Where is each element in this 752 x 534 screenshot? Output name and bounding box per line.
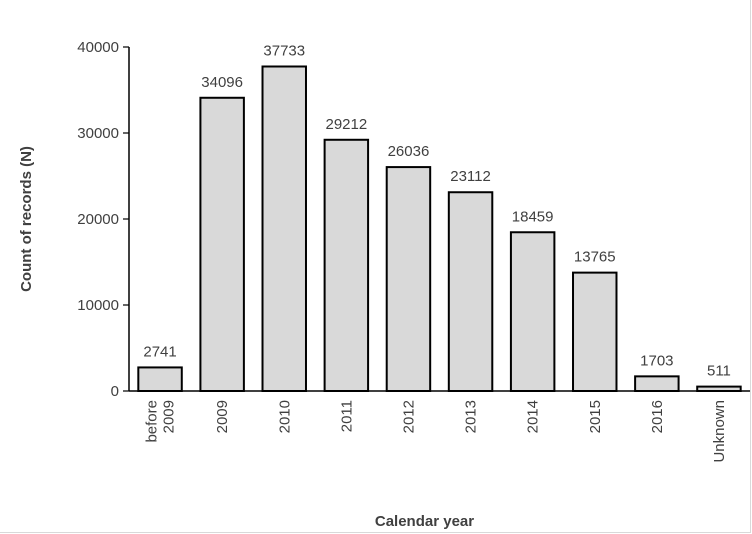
data-label: 29212 bbox=[325, 116, 367, 133]
x-tick-label: Unknown bbox=[711, 400, 728, 463]
x-tick-label: 2013 bbox=[463, 400, 480, 433]
bar bbox=[199, 96, 245, 392]
x-tick-label: 2011 bbox=[338, 400, 355, 432]
x-tick-label: 2010 bbox=[276, 400, 293, 433]
y-tick-label: 0 bbox=[111, 383, 119, 400]
bar bbox=[385, 166, 432, 392]
x-tick-labels: before 2009 2009 2010 2011 2012 2013 2014 2015 20… bbox=[144, 400, 728, 463]
x-tick-label: 2014 bbox=[525, 400, 542, 433]
bar bbox=[447, 191, 494, 392]
data-label: 511 bbox=[707, 363, 731, 380]
x-tick-label: 2015 bbox=[587, 400, 604, 433]
data-label: 13765 bbox=[574, 249, 616, 266]
bar bbox=[634, 375, 680, 392]
x-tick-label: 2009 bbox=[161, 400, 178, 433]
data-label: 34096 bbox=[201, 74, 243, 91]
y-tick-label: 20000 bbox=[77, 211, 119, 228]
bar bbox=[572, 271, 618, 392]
bar bbox=[509, 231, 556, 392]
data-label: 18459 bbox=[512, 208, 554, 225]
data-label: 2741 bbox=[143, 343, 176, 360]
data-label: 26036 bbox=[388, 143, 430, 160]
data-labels: 2741 34096 37733 29212 26036 23112 18459 13765 1… bbox=[143, 42, 731, 379]
x-tick-label: 2012 bbox=[400, 400, 417, 433]
x-tick-label: before bbox=[144, 400, 161, 443]
x-tick-label: 2016 bbox=[649, 400, 666, 433]
x-axis-title: Calendar year bbox=[375, 513, 474, 530]
bar bbox=[261, 65, 307, 393]
y-tick-label: 30000 bbox=[77, 125, 119, 142]
data-label: 23112 bbox=[450, 168, 491, 185]
y-axis-title: Count of records (N) bbox=[18, 146, 35, 292]
data-label: 1703 bbox=[640, 352, 673, 369]
bars-group bbox=[137, 65, 742, 393]
bar bbox=[137, 366, 183, 392]
y-tick-label: 10000 bbox=[77, 297, 119, 314]
data-label: 37733 bbox=[263, 42, 305, 59]
bar bbox=[323, 138, 370, 392]
y-tick-label: 40000 bbox=[77, 39, 119, 56]
y-tick-labels: 0 10000 20000 30000 40000 bbox=[77, 39, 129, 400]
x-tick-label: 2009 bbox=[214, 400, 231, 433]
